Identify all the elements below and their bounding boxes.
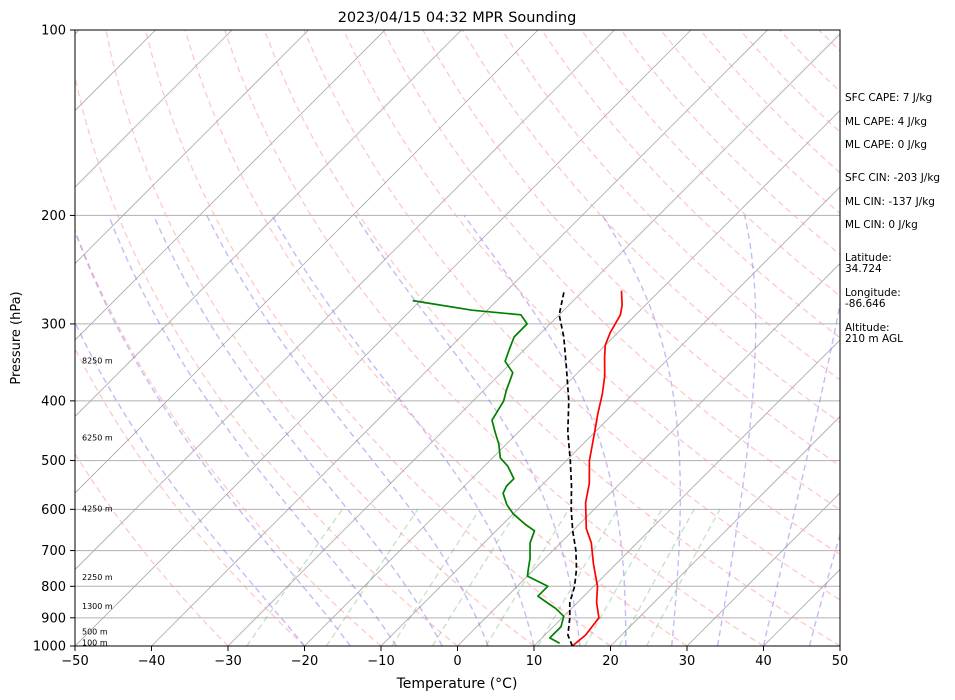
y-tick-label: 300 [41, 317, 66, 332]
height-label: 2250 m [82, 573, 113, 582]
y-tick-label: 500 [41, 454, 66, 469]
moist-adiabat-line [271, 215, 535, 646]
x-tick-label: 20 [602, 654, 619, 669]
mixing-ratio-line [325, 508, 419, 646]
y-tick-label: 200 [41, 209, 66, 224]
dry-adiabat-line [382, 30, 840, 511]
x-axis-label: Temperature (°C) [396, 676, 518, 692]
y-tick-label: 800 [41, 580, 66, 595]
height-label: 8250 m [82, 356, 113, 365]
x-tick-label: 10 [526, 654, 543, 669]
longitude-label: Longitude: [845, 287, 901, 299]
y-axis-label: Pressure (hPa) [9, 291, 24, 384]
sfc-cape: SFC CAPE: 7 J/kg [845, 92, 933, 104]
ml-cin-2: ML CIN: 0 J/kg [845, 219, 918, 231]
isotherm-line [227, 33, 840, 646]
moist-adiabat-line [152, 215, 443, 646]
isotherm-line [0, 30, 3, 646]
dry-adiabat-line [303, 30, 840, 601]
chart-title: 2023/04/15 04:32 MPR Sounding [338, 10, 577, 26]
altitude-value: 210 m AGL [845, 333, 903, 345]
moist-adiabat-line [108, 215, 397, 646]
isotherm-line [610, 415, 840, 646]
altitude-label: Altitude: [845, 322, 890, 334]
mixing-ratio-line [646, 508, 721, 646]
x-tick-label: 40 [755, 654, 772, 669]
dry-adiabat-line [580, 30, 840, 297]
moist-adiabat-line [463, 214, 627, 646]
parcel-profile [558, 290, 578, 646]
x-tick-label: −50 [61, 654, 88, 669]
x-tick-label: 0 [453, 654, 461, 669]
y-tick-label: 400 [41, 394, 66, 409]
dry-adiabat-line [263, 30, 840, 646]
mixing-ratio-line [391, 508, 481, 646]
longitude-value: -86.646 [845, 298, 886, 310]
dry-adiabat-line [75, 347, 305, 646]
isotherm-line [304, 109, 840, 646]
moist-adiabat-line [75, 320, 306, 646]
dry-adiabat-line [224, 30, 764, 646]
isotherm-line [75, 30, 692, 646]
height-label: 4250 m [82, 504, 113, 513]
y-tick-label: 600 [41, 503, 66, 518]
x-tick-label: −20 [291, 654, 318, 669]
dry-adiabat-line [144, 30, 611, 646]
isotherm-line [75, 30, 615, 571]
latitude-label: Latitude: [845, 252, 892, 264]
isotherm-line [75, 30, 539, 494]
isotherm-line [380, 186, 840, 646]
x-tick-label: 30 [679, 654, 696, 669]
isotherm-line [75, 30, 462, 418]
mixing-ratio-line [584, 508, 663, 646]
sfc-cin: SFC CIN: -203 J/kg [845, 172, 941, 184]
isotherm-line [75, 30, 309, 265]
x-tick-label: −30 [214, 654, 241, 669]
moist-adiabat-line [762, 300, 840, 646]
mixing-ratio-line [431, 508, 519, 646]
y-tick-label: 100 [41, 24, 66, 39]
isotherm-line [75, 30, 233, 188]
dewpoint-profile [412, 299, 565, 645]
y-tick-label: 700 [41, 544, 66, 559]
latitude-value: 34.724 [845, 263, 882, 275]
mixing-ratio-line [485, 508, 570, 646]
dry-adiabat-line [75, 452, 229, 646]
ml-cape-2: ML CAPE: 0 J/kg [845, 139, 928, 151]
height-label: 1300 m [82, 602, 113, 611]
ml-cin: ML CIN: -137 J/kg [845, 196, 935, 208]
dry-adiabat-line [343, 30, 840, 556]
height-label: 500 m [82, 627, 108, 636]
moist-adiabat-line [601, 215, 681, 646]
mixing-ratio-line [246, 508, 343, 646]
isotherm-line [533, 339, 840, 646]
dry-adiabat-line [75, 74, 458, 646]
y-tick-label: 1000 [33, 640, 66, 655]
ml-cape: ML CAPE: 4 J/kg [845, 116, 928, 128]
plot-frame [74, 29, 841, 647]
height-label: 100 m [82, 638, 108, 647]
isotherm-line [151, 30, 768, 646]
isotherm-line [686, 492, 840, 646]
moist-adiabat-line [206, 215, 489, 646]
moist-adiabat-line [354, 215, 581, 646]
dry-adiabat-line [422, 30, 840, 467]
x-tick-label: −10 [367, 654, 394, 669]
mixing-ratio-line [537, 508, 619, 646]
x-tick-label: 50 [832, 654, 849, 669]
height-label: 6250 m [82, 433, 113, 442]
y-tick-label: 900 [41, 611, 66, 626]
plot-area [0, 30, 840, 646]
x-tick-label: −40 [138, 654, 165, 669]
dry-adiabat-line [105, 30, 535, 646]
temperature-profile [571, 290, 623, 646]
dry-adiabat-line [75, 228, 382, 646]
isotherm-line [75, 30, 386, 341]
moist-adiabat-line [716, 215, 757, 646]
mixing-ratio-line [618, 508, 695, 646]
